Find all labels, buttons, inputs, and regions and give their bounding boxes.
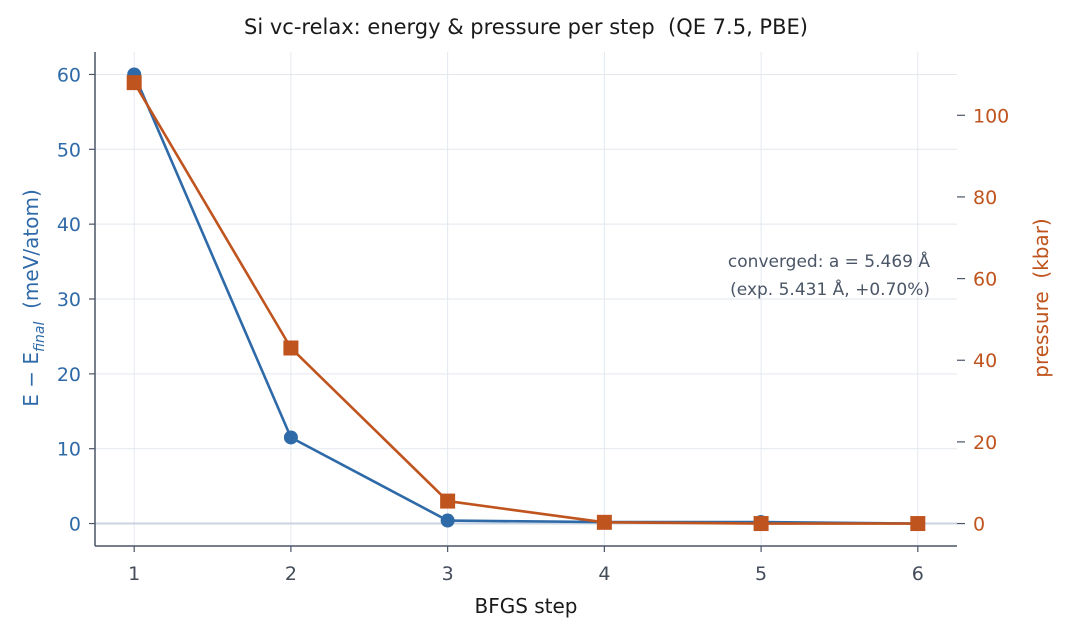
x-tick-label-3: 3 xyxy=(442,563,454,585)
x-tick-label-6: 6 xyxy=(912,563,924,585)
chart-title: Si vc-relax: energy & pressure per step … xyxy=(244,15,808,39)
y-right-tick-label-3: 40 xyxy=(973,350,997,372)
y-axis-left-label-main: E − E xyxy=(19,352,43,407)
y-left-tick-label-3: 20 xyxy=(57,364,81,386)
y-axis-left-label-subscript: final xyxy=(32,321,48,351)
y-left-tick-label-1: 0 xyxy=(69,514,81,536)
axes xyxy=(89,52,965,552)
pressure-point-2 xyxy=(283,340,299,356)
y-right-tick-label-2: 20 xyxy=(973,432,997,454)
y-axis-left-label: E − Efinal (meV/atom) xyxy=(19,189,48,406)
y-axis-left-label-unit: (meV/atom) xyxy=(19,189,43,321)
y-right-tick-label-4: 60 xyxy=(973,269,997,291)
y-axis-right-label: pressure (kbar) xyxy=(1029,218,1053,377)
pressure-point-5 xyxy=(753,516,769,532)
pressure-point-3 xyxy=(440,493,456,509)
x-tick-label-2: 2 xyxy=(285,563,297,585)
pressure-point-4 xyxy=(596,514,612,530)
grid xyxy=(95,52,957,546)
x-tick-label-4: 4 xyxy=(598,563,610,585)
y-right-tick-label-5: 80 xyxy=(973,187,997,209)
pressure-series-line xyxy=(133,81,918,525)
annotation-line-2: (exp. 5.431 Å, +0.70%) xyxy=(730,278,930,300)
x-tick-label-5: 5 xyxy=(755,563,767,585)
energy-point-2 xyxy=(283,430,298,445)
y-left-tick-label-2: 10 xyxy=(57,439,81,461)
y-right-tick-label-6: 100 xyxy=(973,105,1009,127)
pressure-point-1 xyxy=(126,75,142,91)
y-left-tick-label-7: 60 xyxy=(57,64,81,86)
annotation-line-1: converged: a = 5.469 Å xyxy=(728,250,930,272)
y-left-tick-label-4: 30 xyxy=(57,289,81,311)
y-left-tick-label-5: 40 xyxy=(57,214,81,236)
pressure-series xyxy=(126,75,926,532)
pressure-point-6 xyxy=(910,516,926,532)
series-layer xyxy=(126,67,926,532)
y-left-tick-label-6: 50 xyxy=(57,139,81,161)
y-right-tick-label-1: 0 xyxy=(973,514,985,536)
x-tick-label-1: 1 xyxy=(128,563,140,585)
energy-point-3 xyxy=(440,513,455,528)
x-axis-label: BFGS step xyxy=(474,594,577,618)
